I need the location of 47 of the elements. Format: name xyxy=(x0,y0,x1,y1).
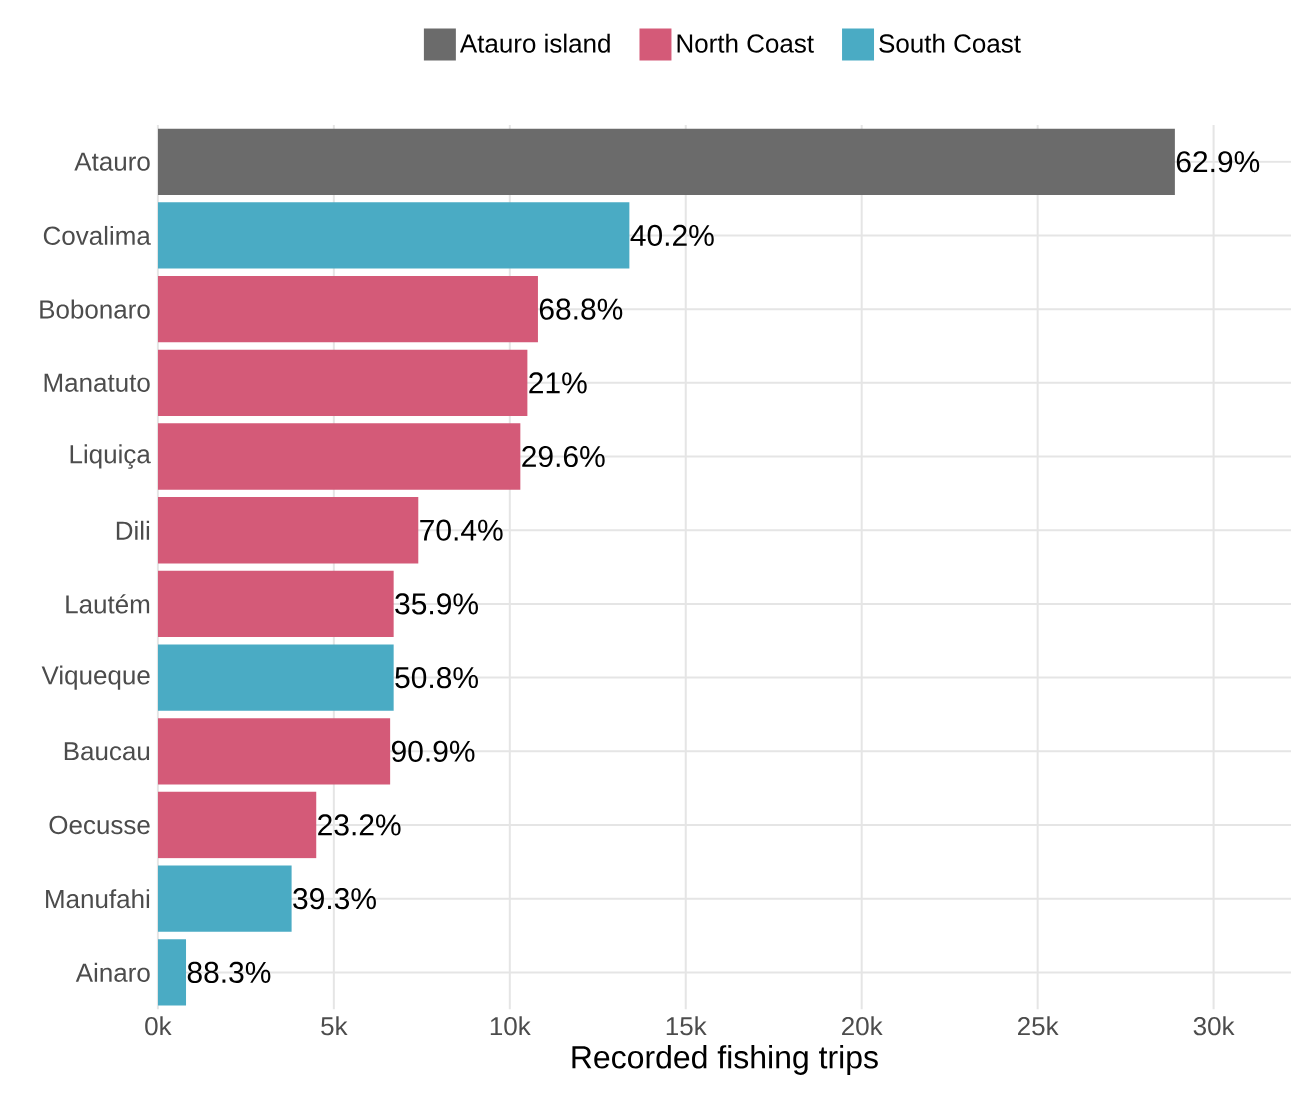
annotation: 62.9% xyxy=(1176,151,1260,173)
bar xyxy=(157,718,391,785)
bar xyxy=(157,791,317,859)
legend-label: Atauro island xyxy=(459,33,610,53)
y-tick-label: Liquiça xyxy=(70,444,151,469)
bar xyxy=(157,939,187,1006)
x-tick-label: 0k xyxy=(145,1016,172,1036)
y-tick-label: Oecusse xyxy=(49,815,150,835)
bar xyxy=(157,423,521,490)
bar xyxy=(157,570,394,638)
bar xyxy=(157,128,1175,195)
annotation: 29.6% xyxy=(522,445,605,468)
annotation: 23.2% xyxy=(318,814,401,836)
annotation: 40.2% xyxy=(630,224,714,246)
x-axis-title: Recorded fishing trips xyxy=(572,1045,878,1075)
y-tick-label: Bobonaro xyxy=(40,299,150,319)
y-tick-label: Manatuto xyxy=(44,373,150,392)
y-tick-label: Dili xyxy=(116,520,150,540)
bar xyxy=(157,349,528,416)
x-tick-label: 30k xyxy=(1193,1016,1235,1036)
x-tick-label: 10k xyxy=(490,1016,531,1036)
legend-label: North Coast xyxy=(677,33,814,53)
bar xyxy=(157,275,538,343)
y-tick-label: Atauro xyxy=(74,152,150,171)
annotation: 35.9% xyxy=(395,593,478,615)
y-tick-label: Baucau xyxy=(64,742,150,761)
bar xyxy=(157,644,394,711)
x-tick-label: 20k xyxy=(842,1016,883,1036)
annotation: 39.3% xyxy=(293,888,376,910)
y-tick-label: Covalima xyxy=(43,225,151,245)
y-tick-label: Viqueque xyxy=(41,665,150,690)
annotation: 21% xyxy=(529,372,587,394)
annotation: 90.9% xyxy=(391,740,475,762)
annotation: 88.3% xyxy=(187,961,271,983)
bar xyxy=(157,202,630,269)
bar xyxy=(157,865,292,932)
y-tick-label: Lautém xyxy=(66,594,150,614)
legend-label: South Coast xyxy=(879,33,1021,53)
x-tick-label: 25k xyxy=(1018,1016,1059,1036)
x-tick-label: 5k xyxy=(321,1016,348,1036)
y-tick-label: Manufahi xyxy=(46,889,150,909)
annotation: 68.8% xyxy=(539,298,623,320)
annotation: 70.4% xyxy=(420,519,503,541)
annotation: 50.8% xyxy=(395,666,478,689)
y-tick-label: Ainaro xyxy=(75,962,150,982)
x-tick-label: 15k xyxy=(666,1016,707,1036)
bar xyxy=(157,496,419,564)
